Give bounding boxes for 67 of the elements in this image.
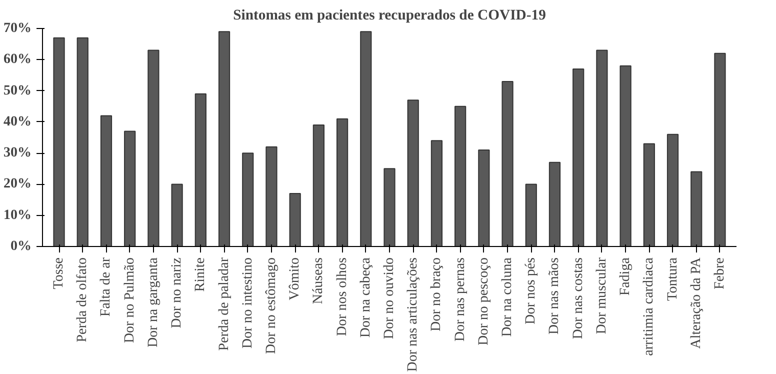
x-tick-label: Dor no estômago <box>264 257 279 354</box>
x-tick-label: Dor nas articulações <box>406 257 421 372</box>
x-tick-label: Dor no braço <box>429 257 444 332</box>
x-tick-label: Dor no nariz <box>170 257 185 328</box>
x-tick-label: Dor nos olhos <box>334 257 350 336</box>
x-tick-label: Dor no Pulmão <box>122 257 138 344</box>
y-tick-label: 70% <box>4 21 32 36</box>
bar <box>596 50 608 246</box>
y-tick-label: 10% <box>4 208 32 223</box>
bar <box>430 140 443 246</box>
bar <box>620 65 632 246</box>
x-tick-label: Tosse <box>52 257 67 290</box>
y-tick-label: 20% <box>4 176 32 192</box>
x-tick-label: arritimia cardiaca <box>642 256 657 356</box>
bar <box>76 37 88 246</box>
bar <box>360 31 372 246</box>
bar <box>384 168 396 246</box>
x-tick-label: Dor no intestino <box>240 257 256 348</box>
x-tick-label: Dor na garganta <box>146 256 161 348</box>
x-tick-label: Falta de ar <box>98 257 114 317</box>
x-tick-label: Perda de paladar <box>216 257 232 351</box>
y-tick-label: 30% <box>4 146 32 161</box>
bar <box>478 149 490 246</box>
bar <box>454 106 466 246</box>
y-tick-label: 60% <box>4 52 32 68</box>
x-tick-label: Alteração da PA <box>688 256 704 349</box>
x-tick-label: Dor nas mãos <box>547 257 562 334</box>
bar <box>572 68 584 246</box>
x-tick-label: Tontura <box>665 256 680 301</box>
bar <box>242 152 254 246</box>
x-tick-label: Perda de olfato <box>75 257 90 342</box>
bar <box>289 193 301 246</box>
x-tick-label: Dor na coluna <box>500 256 516 337</box>
bar <box>124 130 136 246</box>
bar <box>407 100 419 246</box>
x-tick-label: Vômito <box>288 258 303 300</box>
bar <box>53 37 65 246</box>
x-tick-label: Febre <box>712 257 728 290</box>
bar <box>194 93 206 246</box>
bar <box>266 146 278 246</box>
x-tick-label: Dor na cabeça <box>358 256 374 338</box>
x-tick-label: Dor no ouvido <box>382 257 397 340</box>
bar <box>643 143 655 246</box>
bar <box>714 52 726 246</box>
y-tick-label: 50% <box>4 83 32 98</box>
bar <box>690 171 702 246</box>
x-tick-label: Fadiga <box>618 256 634 296</box>
chart-title: Sintomas em pacientes recuperados de COVID-19 <box>233 8 546 24</box>
x-tick-label: Dor no pescoço <box>476 257 492 346</box>
bar <box>336 118 348 246</box>
bar <box>666 134 679 246</box>
bar <box>502 80 514 246</box>
x-tick-label: Dor muscular <box>594 257 610 334</box>
bar <box>148 50 160 246</box>
x-tick-label: Náuseas <box>311 257 326 304</box>
y-tick-label: 0% <box>10 239 32 254</box>
x-tick-label: Dor nas pernas <box>452 257 468 342</box>
bar <box>218 31 230 246</box>
x-tick-label: Dor nos pés <box>524 257 539 324</box>
bar <box>525 184 537 246</box>
bar <box>100 115 112 246</box>
bar <box>312 124 324 246</box>
y-tick-label: 40% <box>4 114 32 130</box>
bar <box>548 162 561 246</box>
x-tick-label: Rinite <box>193 257 208 292</box>
x-tick-label: Dor nas costas <box>570 257 586 340</box>
bar <box>171 184 183 246</box>
